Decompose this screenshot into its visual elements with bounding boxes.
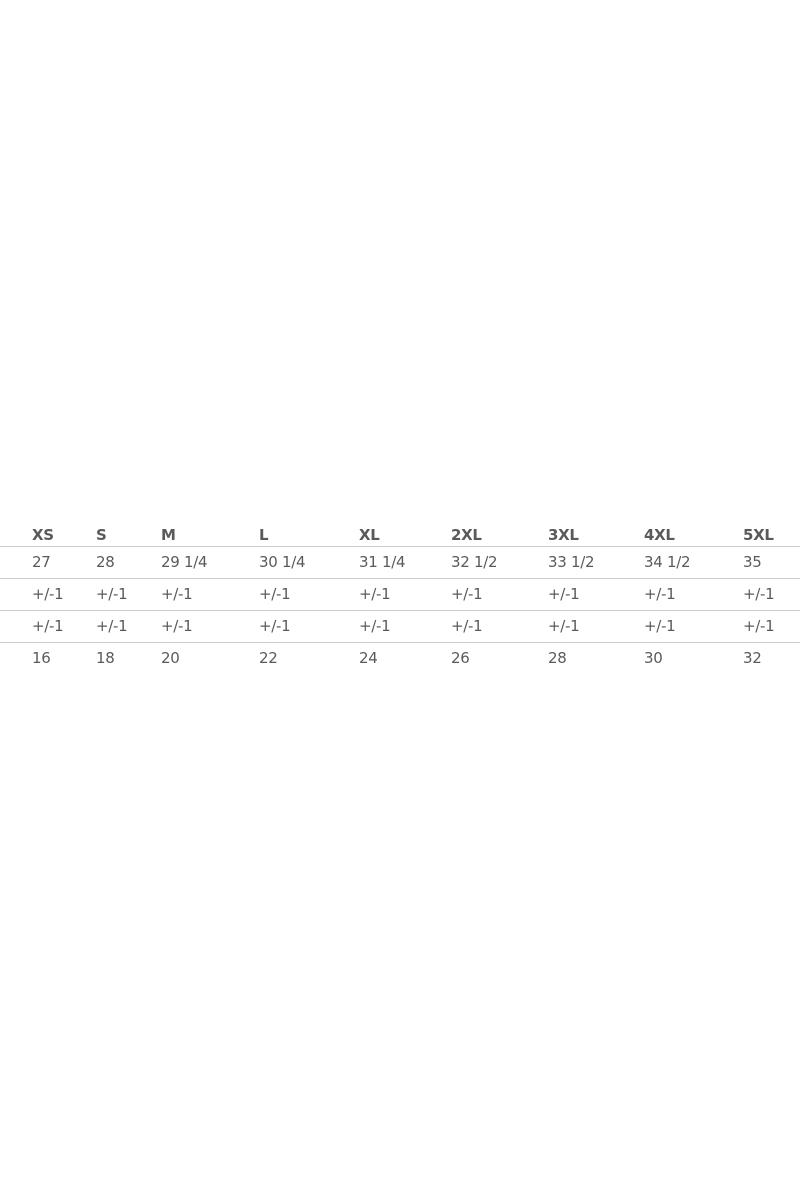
table-cell: +/-1	[359, 617, 391, 635]
header-3xl: 3XL	[548, 526, 579, 544]
header-4xl: 4XL	[644, 526, 675, 544]
table-cell: 22	[259, 649, 278, 667]
table-row: 16 18 20 22 24 26 28 30 32	[0, 643, 800, 675]
table-cell: +/-1	[161, 617, 193, 635]
table-cell: 31 1/4	[359, 553, 406, 571]
table-cell: 30	[644, 649, 663, 667]
table-cell: +/-1	[743, 585, 775, 603]
table-cell: 35	[743, 553, 762, 571]
table-cell: +/-1	[548, 585, 580, 603]
table-cell: +/-1	[259, 617, 291, 635]
table-cell: +/-1	[96, 585, 128, 603]
table-cell: 26	[451, 649, 470, 667]
header-m: M	[161, 526, 176, 544]
table-cell: 29 1/4	[161, 553, 208, 571]
table-cell: +/-1	[96, 617, 128, 635]
header-2xl: 2XL	[451, 526, 482, 544]
table-cell: +/-1	[451, 617, 483, 635]
table-cell: 33 1/2	[548, 553, 595, 571]
table-row: 27 28 29 1/4 30 1/4 31 1/4 32 1/2 33 1/2 34 1/2…	[0, 547, 800, 579]
table-cell: 20	[161, 649, 180, 667]
table-cell: 32 1/2	[451, 553, 498, 571]
table-cell: 34 1/2	[644, 553, 691, 571]
table-cell: +/-1	[359, 585, 391, 603]
table-cell: +/-1	[32, 585, 64, 603]
table-cell: +/-1	[259, 585, 291, 603]
table-cell: 28	[548, 649, 567, 667]
table-cell: +/-1	[161, 585, 193, 603]
table-cell: +/-1	[548, 617, 580, 635]
table-cell: +/-1	[743, 617, 775, 635]
table-cell: 16	[32, 649, 51, 667]
table-row: +/-1 +/-1 +/-1 +/-1 +/-1 +/-1 +/-1 +/-1 +/-1	[0, 611, 800, 643]
size-chart-table: XS S M L XL 2XL 3XL 4XL 5XL 27 28 29 1/4 30…	[0, 519, 800, 675]
table-cell: 24	[359, 649, 378, 667]
header-5xl: 5XL	[743, 526, 774, 544]
header-s: S	[96, 526, 107, 544]
header-xs: XS	[32, 526, 54, 544]
table-cell: 30 1/4	[259, 553, 306, 571]
table-header-row: XS S M L XL 2XL 3XL 4XL 5XL	[0, 519, 800, 547]
header-l: L	[259, 526, 269, 544]
table-row: +/-1 +/-1 +/-1 +/-1 +/-1 +/-1 +/-1 +/-1 +/-1	[0, 579, 800, 611]
table-cell: +/-1	[644, 617, 676, 635]
table-cell: 32	[743, 649, 762, 667]
table-cell: +/-1	[451, 585, 483, 603]
table-cell: +/-1	[644, 585, 676, 603]
table-cell: 28	[96, 553, 115, 571]
table-cell: +/-1	[32, 617, 64, 635]
table-cell: 27	[32, 553, 51, 571]
header-xl: XL	[359, 526, 380, 544]
table-cell: 18	[96, 649, 115, 667]
